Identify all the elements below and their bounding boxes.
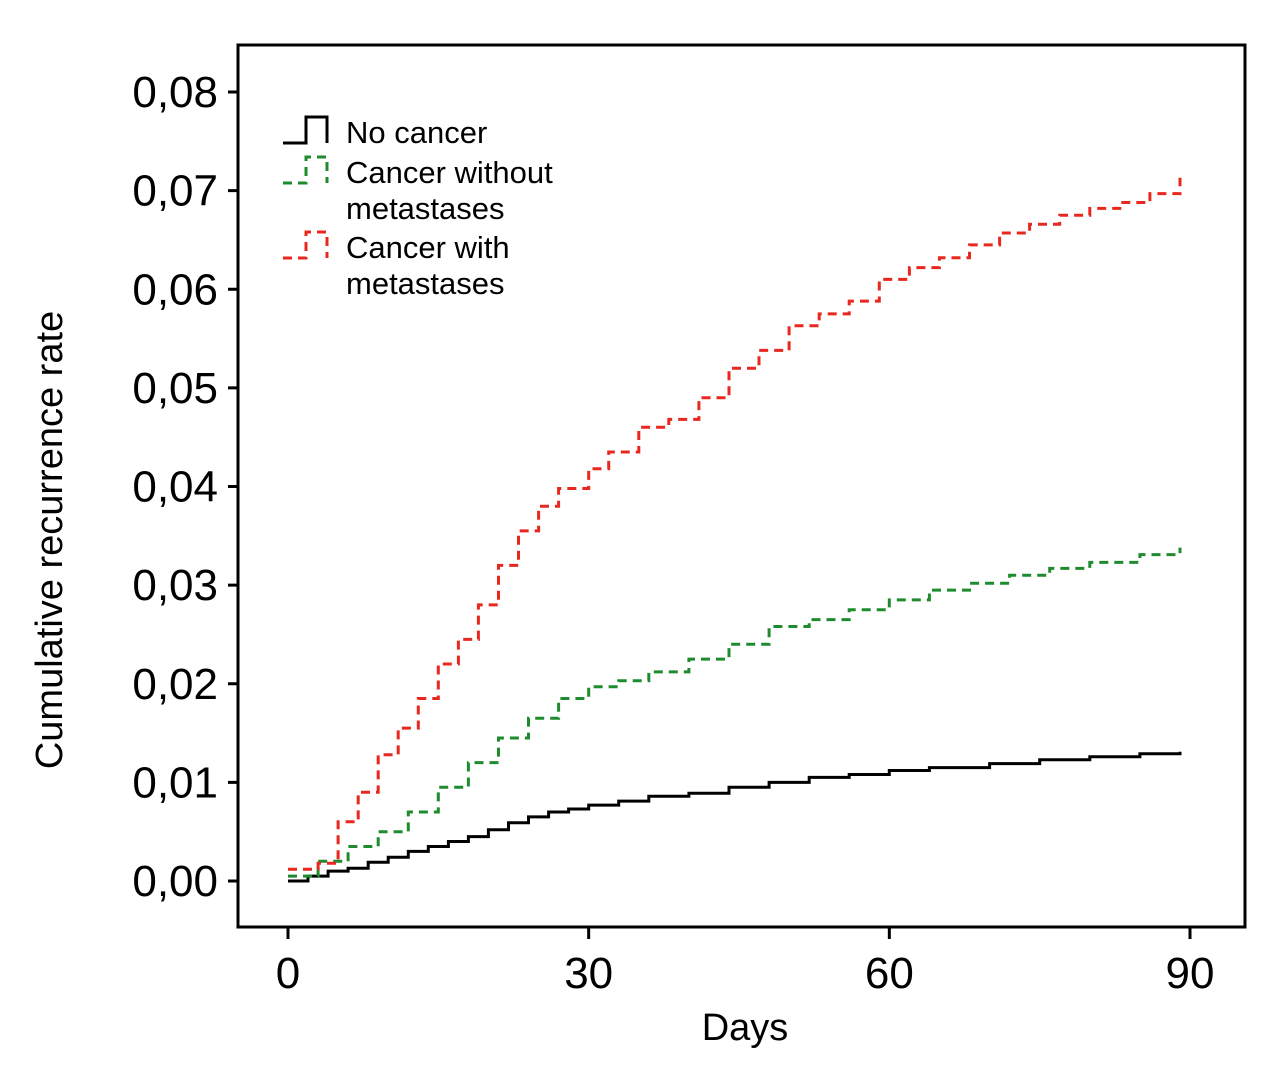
x-axis-label: Days xyxy=(702,1007,789,1049)
legend-symbol-cancer-with-metastases xyxy=(283,230,329,260)
x-axis: 0 30 60 90 xyxy=(276,927,1215,998)
x-tick-label: 90 xyxy=(1166,949,1215,998)
legend-label-cancer-with-metastases: Cancer with xyxy=(346,230,510,265)
y-tick-label: 0,07 xyxy=(132,167,218,216)
series-layer xyxy=(288,177,1182,883)
y-tick-label: 0,03 xyxy=(132,561,218,610)
x-tick-label: 30 xyxy=(564,949,613,998)
x-tick-label: 60 xyxy=(865,949,914,998)
y-axis-label: Cumulative recurrence rate xyxy=(29,311,71,769)
y-tick-label: 0,04 xyxy=(132,463,218,512)
y-tick-label: 0,01 xyxy=(132,758,218,807)
y-tick-label: 0,08 xyxy=(132,68,218,117)
legend-symbol-no-cancer xyxy=(283,115,329,145)
legend-label-cancer-with-metastases: metastases xyxy=(346,266,505,301)
legend-label-no-cancer: No cancer xyxy=(346,115,487,150)
y-tick-label: 0,02 xyxy=(132,660,218,709)
legend-label-cancer-without-metastases: metastases xyxy=(346,191,505,226)
y-tick-label: 0,05 xyxy=(132,364,218,413)
y-tick-label: 0,00 xyxy=(132,857,218,906)
x-tick-label: 0 xyxy=(276,949,300,998)
series-line-no-cancer xyxy=(288,751,1182,883)
series-line-cancer-without-metastases xyxy=(288,547,1182,878)
series-line-cancer-with-metastases xyxy=(288,177,1182,871)
legend-label-cancer-without-metastases: Cancer without xyxy=(346,155,553,190)
y-axis: 0,00 0,01 0,02 0,03 0,04 0,05 0,06 0,07 0,08 xyxy=(132,68,238,906)
y-tick-label: 0,06 xyxy=(132,265,218,314)
legend-symbol-cancer-without-metastases xyxy=(283,155,329,185)
